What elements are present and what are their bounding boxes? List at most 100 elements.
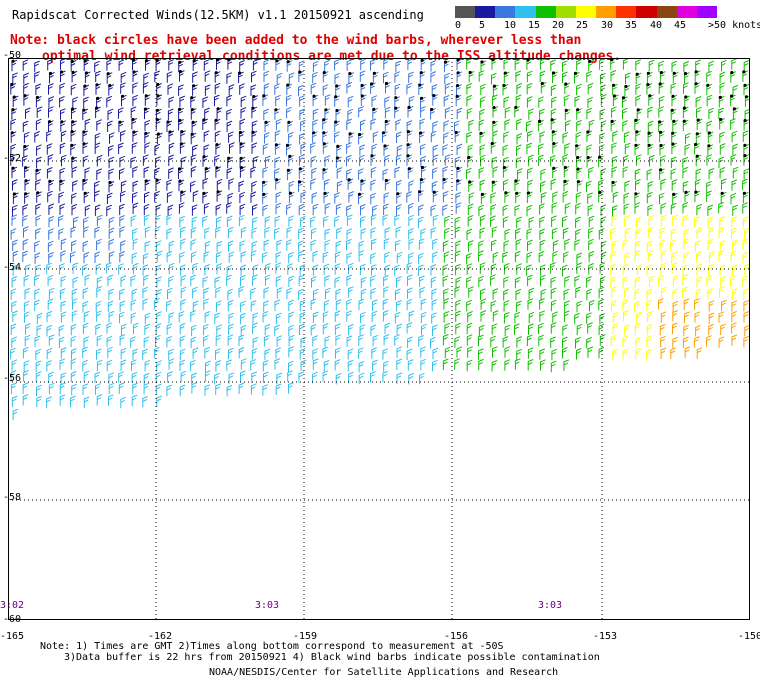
wind-barb [456, 107, 463, 120]
contamination-dot [636, 108, 640, 112]
wind-barb [515, 288, 522, 301]
contamination-dot [732, 107, 737, 111]
wind-barb [12, 408, 19, 421]
wind-barb [286, 226, 293, 239]
wind-barb [166, 179, 173, 191]
wind-barb [216, 324, 222, 336]
contamination-dot [120, 94, 125, 98]
wind-barb [454, 358, 460, 370]
contamination-dot [177, 167, 182, 171]
wind-barb [708, 300, 715, 312]
wind-barb [430, 60, 437, 72]
wind-barb [420, 228, 427, 240]
wind-barb [682, 286, 688, 299]
wind-barb [455, 263, 461, 276]
wind-barb [562, 60, 568, 72]
wind-barb [624, 252, 631, 264]
wind-barb [432, 167, 438, 179]
wind-barb [252, 156, 259, 168]
wind-barb [324, 202, 331, 215]
contamination-dot [132, 70, 136, 74]
wind-barb [635, 179, 641, 191]
wind-barb [670, 347, 676, 359]
wind-barb [599, 108, 606, 121]
contamination-dot [155, 178, 159, 182]
wind-barb [10, 154, 16, 166]
wind-barb [550, 262, 556, 274]
wind-barb [48, 228, 54, 240]
contamination-dot [322, 118, 326, 122]
contamination-dot [682, 119, 686, 123]
wind-barb [228, 240, 234, 252]
wind-barb [394, 214, 400, 226]
wind-barb [180, 299, 186, 311]
wind-barb [574, 239, 581, 251]
wind-barb [504, 106, 511, 119]
wind-barb [347, 359, 354, 372]
contamination-dot [419, 178, 423, 182]
wind-barb [359, 263, 366, 276]
contamination-dot [190, 96, 194, 100]
contamination-dot [456, 71, 460, 75]
wind-barb [214, 130, 221, 143]
wind-barb [418, 264, 424, 276]
wind-barb [682, 156, 688, 169]
wind-barb [59, 288, 66, 300]
wind-barb [659, 324, 666, 336]
contamination-dot [288, 191, 292, 195]
wind-barb [46, 360, 52, 372]
contamination-dot [443, 60, 448, 64]
contamination-dot [683, 72, 688, 76]
wind-barb [262, 311, 269, 323]
wind-barb [96, 119, 102, 131]
contamination-dot [71, 70, 75, 74]
wind-barb [672, 214, 678, 226]
wind-barb [743, 60, 750, 72]
wind-barb [119, 203, 125, 216]
wind-barb [190, 227, 197, 239]
wind-barb [275, 275, 282, 287]
contamination-dot [384, 178, 388, 183]
wind-barb [35, 179, 41, 191]
warning-note-line-1: Note: black circles have been added to t… [10, 33, 582, 48]
contamination-dot [659, 71, 664, 75]
wind-barb [70, 226, 77, 238]
wind-barb [407, 287, 413, 299]
wind-barb [552, 240, 559, 252]
wind-barb [95, 300, 102, 313]
wind-barb [252, 216, 258, 229]
wind-barb [731, 288, 738, 300]
wind-barb [264, 323, 271, 336]
wind-barb [646, 323, 653, 336]
wind-barb [335, 334, 342, 346]
wind-barb [108, 227, 115, 239]
wind-barb [408, 71, 414, 84]
wind-barb [348, 286, 354, 298]
wind-barb [516, 336, 523, 348]
wind-barb [360, 216, 366, 228]
wind-barb [695, 325, 701, 337]
wind-barb [659, 239, 666, 251]
contamination-dot [598, 190, 602, 194]
wind-barb [312, 311, 319, 323]
wind-barb [492, 251, 499, 264]
wind-barb [406, 322, 413, 334]
wind-barb [24, 311, 30, 323]
wind-barb [419, 286, 426, 299]
wind-barb [203, 251, 210, 263]
wind-barb [10, 370, 17, 382]
wind-barb [215, 204, 222, 216]
wind-barb [550, 178, 557, 191]
wind-barb [588, 250, 595, 263]
wind-barb [635, 336, 641, 349]
wind-barb [70, 323, 77, 336]
wind-barb [394, 166, 401, 179]
wind-barb [359, 70, 366, 82]
wind-barb [119, 300, 126, 312]
contamination-dot [491, 180, 495, 184]
wind-barb [731, 216, 737, 228]
wind-barb [503, 289, 509, 301]
wind-barb [276, 287, 283, 299]
contamination-dot [155, 58, 159, 63]
contamination-dot [47, 120, 52, 124]
